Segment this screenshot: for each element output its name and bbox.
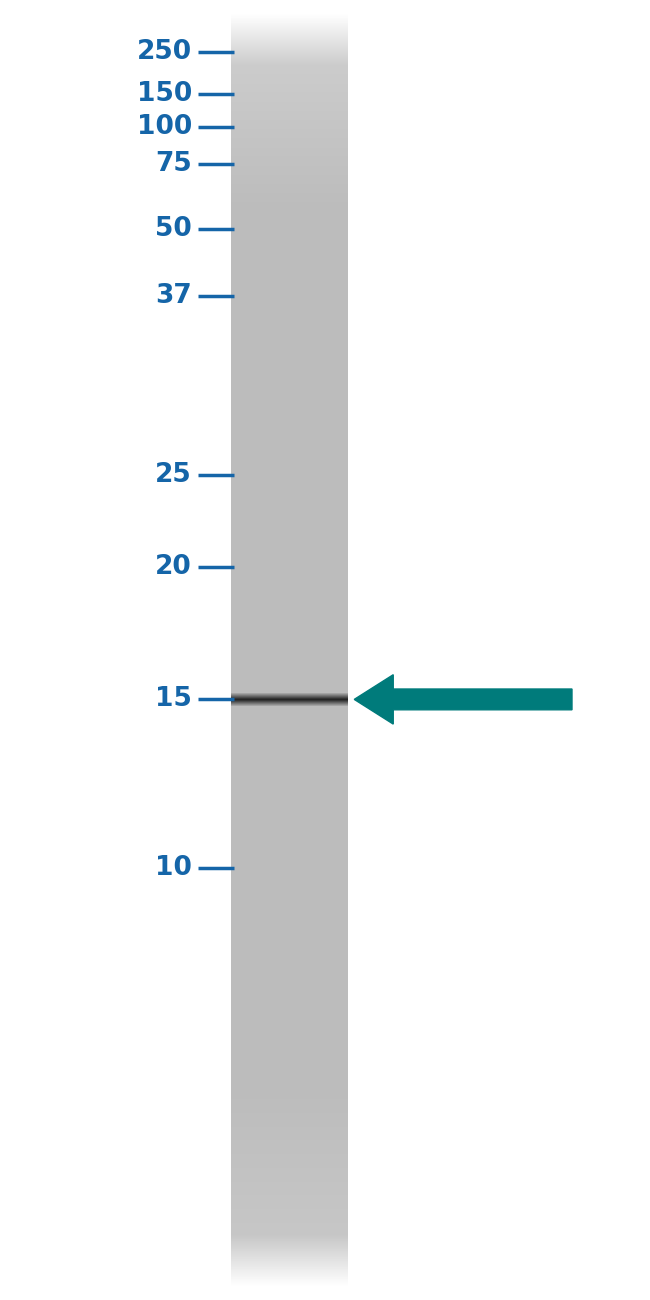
Text: 75: 75	[155, 151, 192, 177]
Text: 250: 250	[136, 39, 192, 65]
FancyArrow shape	[354, 675, 572, 724]
Text: 150: 150	[136, 81, 192, 107]
Text: 50: 50	[155, 216, 192, 242]
Text: 10: 10	[155, 855, 192, 881]
Text: 25: 25	[155, 462, 192, 488]
Text: 37: 37	[155, 283, 192, 309]
Text: 20: 20	[155, 554, 192, 580]
Text: 100: 100	[136, 114, 192, 140]
Text: 15: 15	[155, 686, 192, 712]
